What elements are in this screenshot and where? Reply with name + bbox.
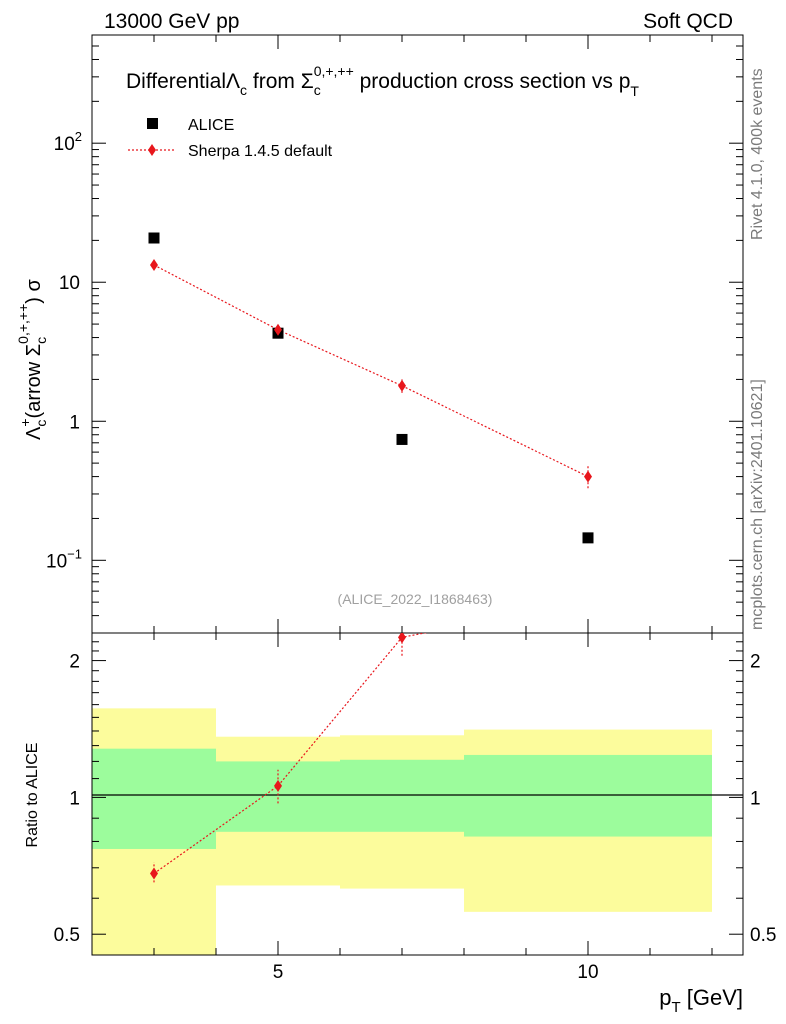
x-axis: 5 10 <box>91 35 713 983</box>
rivet-version-label: Rivet 4.1.0, 400k events <box>749 68 766 240</box>
alice-point <box>582 532 594 544</box>
sherpa-ratio-line <box>153 633 428 875</box>
legend-alice-marker <box>147 118 158 129</box>
analysis-watermark: (ALICE_2022_I1868463) <box>338 591 493 607</box>
ratio-y-axis: 0.5 0.5 1 1 2 2 <box>54 632 776 946</box>
ratio-y-tick-label-left: 0.5 <box>54 925 80 946</box>
ratio-bands <box>92 708 712 955</box>
legend-sherpa-marker <box>148 144 156 156</box>
legend-sherpa-label: Sherpa 1.4.5 default <box>188 143 333 160</box>
main-y-tick-label: 10−1 <box>46 546 82 572</box>
ratio-band-inner <box>340 759 464 832</box>
alice-point <box>396 433 408 445</box>
sherpa-point <box>274 323 282 336</box>
x-tick-label: 10 <box>577 962 598 983</box>
sherpa-ratio-point <box>584 595 592 607</box>
sherpa-point <box>398 379 406 392</box>
legend-alice-label: ALICE <box>188 117 234 134</box>
sherpa-line <box>153 264 589 478</box>
mcplots-source-label: mcplots.cern.ch [arXiv:2401.10621] <box>749 379 766 630</box>
sherpa-point <box>150 259 158 272</box>
legend: ALICE Sherpa 1.4.5 default <box>128 117 333 160</box>
ratio-y-tick-label-left: 2 <box>69 652 80 673</box>
ratio-y-tick-label-right: 0.5 <box>750 925 776 946</box>
ratio-plot-frame <box>91 632 744 956</box>
main-data <box>148 232 594 544</box>
sherpa-ratio-point <box>150 867 158 880</box>
sherpa-ratio-point <box>274 779 282 792</box>
header-right: Soft QCD <box>643 10 733 33</box>
ratio-y-axis-label: Ratio to ALICE <box>24 743 41 848</box>
x-axis-label: pT [GeV] <box>659 985 743 1016</box>
ratio-band-inner <box>216 761 340 832</box>
ratio-y-tick-label-right: 1 <box>750 788 761 809</box>
header-left: 13000 GeV pp <box>104 10 239 33</box>
main-y-tick-label: 1 <box>69 412 80 433</box>
main-y-axis-label: Λc+(arrow Σc0,+,++) σ <box>15 279 49 440</box>
sherpa-point <box>584 470 592 483</box>
main-y-axis: 10−1 1 10 102 <box>46 34 743 634</box>
main-y-tick-label: 102 <box>54 129 82 155</box>
x-tick-label: 5 <box>273 962 284 983</box>
sherpa-ratio-point <box>398 633 406 644</box>
ratio-band-inner <box>464 754 712 837</box>
plot-title: DifferentialΛc from Σc0,+,++ production … <box>126 63 639 99</box>
main-y-tick-label: 10 <box>59 273 80 294</box>
ratio-y-tick-label-left: 1 <box>69 788 80 809</box>
ratio-band-inner <box>92 748 216 849</box>
ratio-data <box>150 595 592 883</box>
alice-point <box>148 232 160 244</box>
ratio-y-tick-label-right: 2 <box>750 652 761 673</box>
